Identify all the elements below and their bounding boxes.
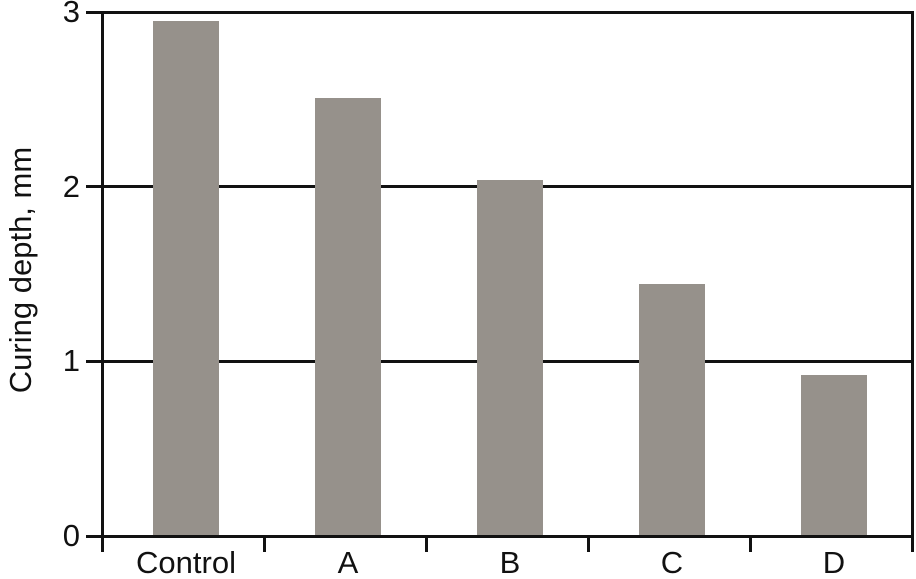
y-tick-mark-2 [85, 185, 102, 189]
x-tick-mark-1 [262, 537, 266, 552]
x-tick-mark-4 [748, 537, 752, 552]
x-tick-label-a: A [337, 545, 359, 579]
x-tick-mark-3 [586, 537, 590, 552]
bar-d [801, 375, 867, 536]
x-tick-mark-0 [100, 537, 104, 552]
bar-b [477, 179, 543, 536]
x-tick-label-b: B [499, 545, 521, 579]
y-tick-mark-3 [85, 10, 102, 14]
x-tick-label-c: C [660, 545, 684, 579]
bar-control [153, 20, 219, 536]
x-tick-label-d: D [822, 545, 846, 579]
y-tick-mark-0 [85, 534, 102, 538]
x-tick-label-control: Control [136, 545, 236, 579]
bar-a [315, 97, 381, 536]
y-tick-mark-1 [85, 359, 102, 363]
y-tick-label-2: 2 [62, 168, 80, 204]
x-tick-mark-2 [424, 537, 428, 552]
y-tick-label-0: 0 [62, 518, 80, 553]
x-tick-mark-5 [910, 537, 914, 552]
bar-c [639, 284, 705, 536]
y-tick-label-1: 1 [62, 343, 80, 379]
y-tick-label-3: 3 [62, 0, 80, 29]
